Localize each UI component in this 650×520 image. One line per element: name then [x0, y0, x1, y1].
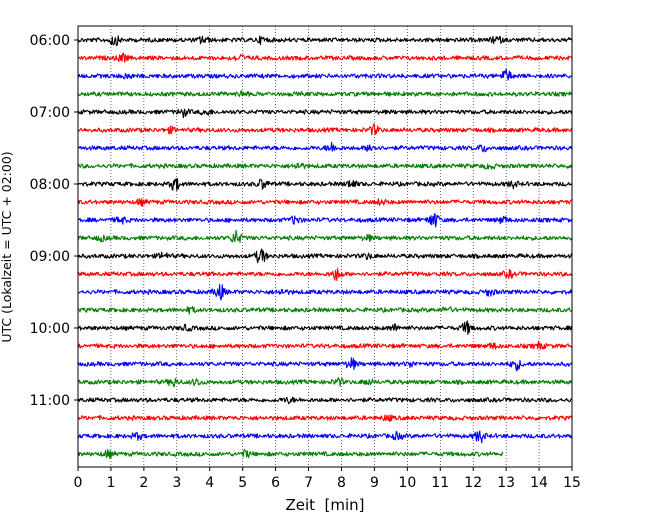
y-tick-label: 06:00: [30, 33, 70, 49]
seismic-trace: [77, 68, 573, 81]
seismic-trace: [77, 396, 573, 405]
plot-frame: [77, 25, 573, 468]
x-tick-label: 7: [304, 475, 313, 491]
y-tick-label: 08:00: [30, 177, 70, 193]
seismic-trace: [77, 123, 573, 136]
seismic-trace: [77, 340, 573, 350]
y-tick-label: 10:00: [30, 321, 70, 337]
seismic-trace: [77, 108, 573, 119]
seismic-trace: [77, 90, 573, 97]
x-tick-label: 12: [464, 475, 482, 491]
x-tick-label: 11: [431, 475, 449, 491]
x-tick-label: 5: [238, 475, 247, 491]
seismic-trace: [77, 448, 504, 459]
y-tick-label: 07:00: [30, 105, 70, 121]
x-tick-label: 15: [563, 475, 581, 491]
seismic-trace: [77, 52, 573, 63]
x-axis-ticks: 0 1 2 3 4 5 6 7 8 9 10 11 12 13 14 15: [74, 467, 581, 491]
seismic-trace: [77, 414, 573, 422]
x-tick-label: 3: [172, 475, 181, 491]
x-tick-label: 1: [106, 475, 115, 491]
seismic-trace: [77, 248, 573, 264]
seismic-trace: [77, 320, 573, 336]
x-tick-label: 14: [530, 475, 548, 491]
y-tick-label: 11:00: [30, 393, 70, 409]
seismic-trace: [77, 213, 573, 228]
x-tick-label: 2: [139, 475, 148, 491]
seismic-traces: [77, 35, 573, 459]
x-axis-label: Zeit [min]: [285, 496, 364, 514]
x-tick-label: 10: [398, 475, 416, 491]
x-tick-label: 0: [74, 475, 83, 491]
seismic-trace: [77, 267, 573, 282]
seismic-trace: [77, 357, 573, 372]
x-tick-label: 8: [337, 475, 346, 491]
y-tick-label: 09:00: [30, 249, 70, 265]
seismic-trace: [77, 229, 573, 243]
seismic-trace: [77, 430, 573, 444]
seismic-trace: [77, 284, 573, 301]
x-tick-label: 6: [271, 475, 280, 491]
y-axis-ticks: 06:00 07:00 08:00 09:00 10:00 11:00: [30, 33, 78, 409]
seismic-trace: [77, 377, 573, 388]
seismic-trace: [77, 197, 573, 207]
x-tick-label: 13: [497, 475, 515, 491]
seismic-trace: [77, 162, 573, 170]
seismic-trace: [77, 305, 573, 315]
seismic-trace: [77, 141, 573, 153]
x-tick-label: 9: [370, 475, 379, 491]
seismic-trace: [77, 178, 573, 191]
x-tick-label: 4: [205, 475, 214, 491]
seismic-trace: [77, 35, 573, 47]
y-axis-label: UTC (Lokalzeit = UTC + 02:00): [0, 151, 14, 342]
